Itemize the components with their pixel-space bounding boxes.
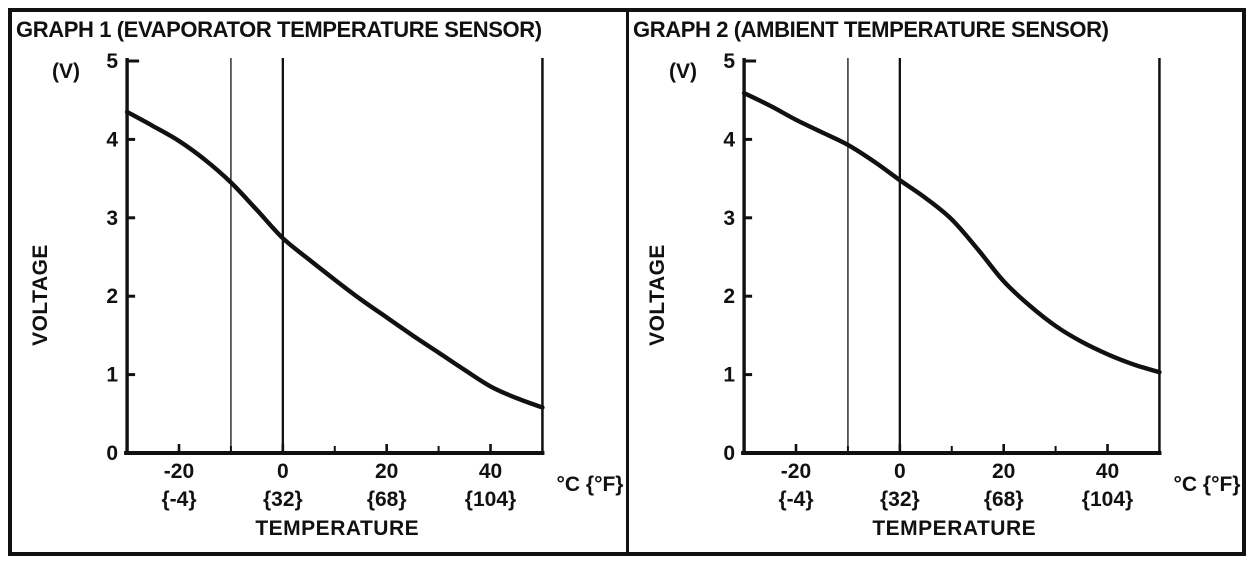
graph1-y-unit-label: (V) bbox=[52, 60, 80, 83]
y-tick-label-0: 0 bbox=[106, 442, 118, 465]
graph2-y-unit-label: (V) bbox=[669, 60, 697, 83]
graph2-x-axis-label: TEMPERATURE bbox=[872, 517, 1036, 540]
y-tick-label-2: 2 bbox=[723, 285, 735, 308]
x-tick-label-celsius-40: 40 bbox=[1095, 460, 1118, 483]
graph1-x-axis-label: TEMPERATURE bbox=[255, 517, 419, 540]
y-tick-label-3: 3 bbox=[106, 207, 118, 230]
y-tick-label-0: 0 bbox=[723, 442, 735, 465]
x-tick-label-celsius-40: 40 bbox=[479, 460, 502, 483]
y-tick-label-1: 1 bbox=[723, 364, 735, 387]
x-tick-label-celsius--20: -20 bbox=[780, 460, 810, 483]
graph1-x-unit-label: °C {°F} bbox=[557, 473, 624, 496]
y-tick-label-3: 3 bbox=[723, 207, 735, 230]
graph2-title: GRAPH 2 (AMBIENT TEMPERATURE SENSOR) bbox=[633, 17, 1109, 42]
figure-frame: GRAPH 1 (EVAPORATOR TEMPERATURE SENSOR) … bbox=[8, 8, 1246, 556]
x-tick-label-celsius-0: 0 bbox=[277, 460, 289, 483]
y-tick-label-4: 4 bbox=[723, 128, 735, 151]
x-tick-label-fahrenheit-0: {32} bbox=[879, 488, 919, 511]
x-tick-label-celsius-0: 0 bbox=[893, 460, 905, 483]
x-tick-label-fahrenheit--20: {-4} bbox=[778, 488, 813, 511]
x-tick-label-fahrenheit-40: {104} bbox=[465, 488, 516, 511]
graph2-x-unit-label: °C {°F} bbox=[1173, 473, 1240, 496]
y-tick-label-1: 1 bbox=[106, 364, 118, 387]
sensor-curve bbox=[741, 90, 1162, 375]
graph2-y-axis-label: VOLTAGE bbox=[646, 244, 669, 346]
x-tick-label-fahrenheit-0: {32} bbox=[263, 488, 303, 511]
x-tick-label-celsius-20: 20 bbox=[991, 460, 1014, 483]
graph1-plot: GRAPH 1 (EVAPORATOR TEMPERATURE SENSOR) … bbox=[16, 17, 624, 540]
y-tick-label-4: 4 bbox=[106, 128, 118, 151]
sensor-curve bbox=[124, 109, 545, 410]
panel-divider bbox=[625, 12, 629, 552]
y-tick-label-5: 5 bbox=[106, 50, 118, 73]
graph1-title: GRAPH 1 (EVAPORATOR TEMPERATURE SENSOR) bbox=[16, 17, 542, 42]
x-tick-label-fahrenheit--20: {-4} bbox=[161, 488, 196, 511]
graph2-panel: GRAPH 2 (AMBIENT TEMPERATURE SENSOR) (V)… bbox=[629, 12, 1243, 552]
y-tick-label-5: 5 bbox=[723, 50, 735, 73]
graph1-panel: GRAPH 1 (EVAPORATOR TEMPERATURE SENSOR) … bbox=[12, 12, 626, 552]
x-tick-label-celsius--20: -20 bbox=[164, 460, 194, 483]
x-tick-label-fahrenheit-40: {104} bbox=[1081, 488, 1132, 511]
y-tick-label-2: 2 bbox=[106, 285, 118, 308]
x-tick-label-fahrenheit-20: {68} bbox=[367, 488, 407, 511]
x-tick-label-fahrenheit-20: {68} bbox=[983, 488, 1023, 511]
graph2-plot: GRAPH 2 (AMBIENT TEMPERATURE SENSOR) (V)… bbox=[633, 17, 1240, 540]
x-tick-label-celsius-20: 20 bbox=[375, 460, 398, 483]
graph1-y-axis-label: VOLTAGE bbox=[29, 244, 52, 346]
